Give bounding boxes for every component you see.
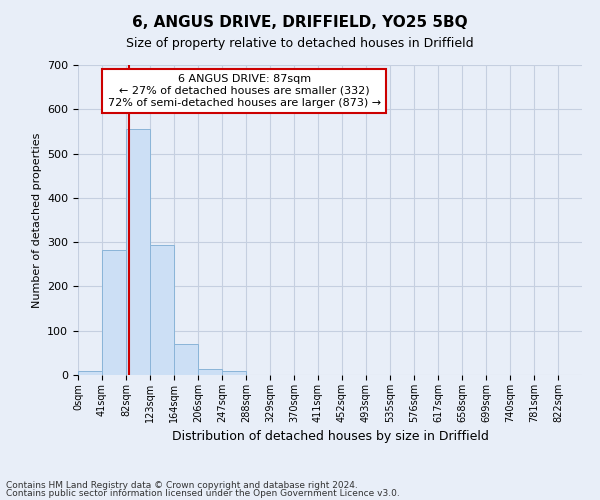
X-axis label: Distribution of detached houses by size in Driffield: Distribution of detached houses by size … bbox=[172, 430, 488, 444]
Text: 6, ANGUS DRIVE, DRIFFIELD, YO25 5BQ: 6, ANGUS DRIVE, DRIFFIELD, YO25 5BQ bbox=[132, 15, 468, 30]
Bar bbox=[174, 344, 198, 375]
Bar bbox=[78, 372, 102, 375]
Bar bbox=[222, 372, 246, 375]
Bar bbox=[126, 129, 150, 375]
Bar bbox=[150, 245, 174, 375]
Bar bbox=[102, 250, 126, 375]
Y-axis label: Number of detached properties: Number of detached properties bbox=[32, 132, 41, 308]
Bar bbox=[198, 369, 222, 375]
Text: Contains public sector information licensed under the Open Government Licence v3: Contains public sector information licen… bbox=[6, 490, 400, 498]
Text: Size of property relative to detached houses in Driffield: Size of property relative to detached ho… bbox=[126, 38, 474, 51]
Text: Contains HM Land Registry data © Crown copyright and database right 2024.: Contains HM Land Registry data © Crown c… bbox=[6, 480, 358, 490]
Text: 6 ANGUS DRIVE: 87sqm
← 27% of detached houses are smaller (332)
72% of semi-deta: 6 ANGUS DRIVE: 87sqm ← 27% of detached h… bbox=[108, 74, 381, 108]
